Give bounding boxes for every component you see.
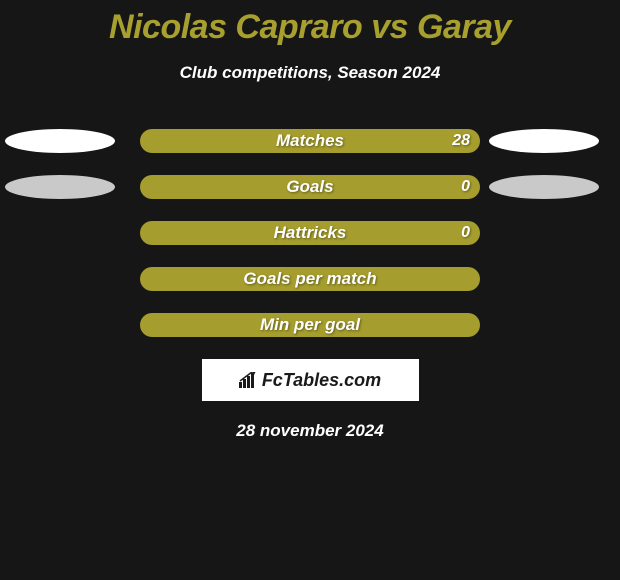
fctables-text: FcTables.com [262,370,381,391]
stat-bar: Hattricks 0 [140,221,480,245]
stat-bar: Goals per match [140,267,480,291]
fctables-logo: FcTables.com [239,370,381,391]
comparison-date: 28 november 2024 [0,421,620,441]
stat-row: Goals per match [0,267,620,291]
stat-bar: Min per goal [140,313,480,337]
player2-ellipse [489,129,599,153]
stat-value: 0 [461,224,470,242]
chart-bars-icon [239,372,259,388]
comparison-rows: Matches 28 Goals 0 Hattricks 0 Goals per… [0,129,620,337]
stat-row: Goals 0 [0,175,620,199]
stat-label: Matches [140,131,480,151]
comparison-title: Nicolas Capraro vs Garay [0,0,620,47]
player1-ellipse [5,129,115,153]
stat-label: Hattricks [140,223,480,243]
player2-ellipse [489,175,599,199]
stat-row: Hattricks 0 [0,221,620,245]
stat-label: Min per goal [140,315,480,335]
comparison-subtitle: Club competitions, Season 2024 [0,63,620,83]
stat-value: 0 [461,178,470,196]
stat-bar: Goals 0 [140,175,480,199]
stat-row: Matches 28 [0,129,620,153]
stat-value: 28 [452,132,470,150]
stat-label: Goals per match [140,269,480,289]
stat-bar: Matches 28 [140,129,480,153]
player1-ellipse [5,175,115,199]
stat-row: Min per goal [0,313,620,337]
stat-label: Goals [140,177,480,197]
fctables-badge: FcTables.com [202,359,419,401]
